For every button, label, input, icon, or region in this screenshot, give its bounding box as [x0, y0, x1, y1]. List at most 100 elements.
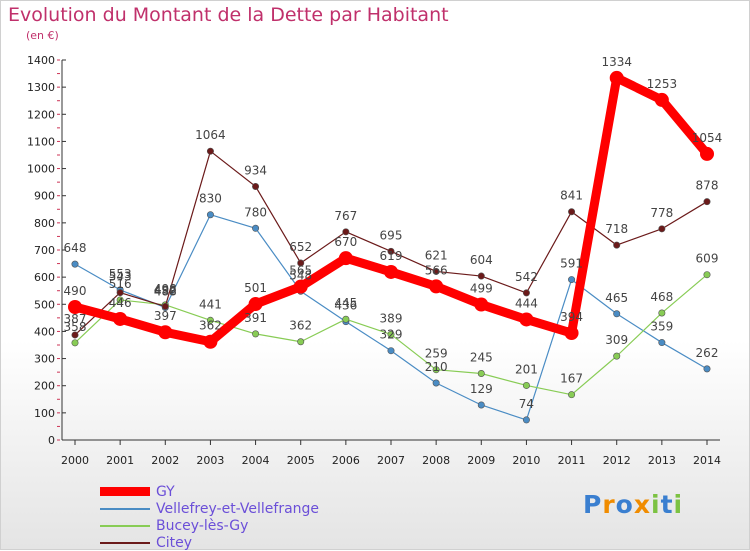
series-citey — [71, 147, 711, 339]
data-point-vellefrey-et-vellefrange — [658, 339, 666, 347]
legend-label: Vellefrey-et-Vellefrange — [156, 500, 320, 517]
x-tick-label: 2014 — [693, 454, 721, 467]
logo-letter: o — [615, 490, 634, 519]
legend-swatch — [100, 541, 150, 544]
chart-title: Evolution du Montant de la Dette par Hab… — [8, 4, 449, 26]
x-tick-label: 2009 — [467, 454, 495, 467]
data-label-gy: 397 — [154, 309, 177, 323]
data-point-bucey-l-s-gy — [342, 315, 350, 323]
data-label-vellefrey-et-vellefrange: 465 — [605, 291, 628, 305]
legend-item-gy: GY — [100, 483, 319, 500]
legend-swatch — [100, 487, 150, 496]
data-label-vellefrey-et-vellefrange: 648 — [64, 241, 87, 255]
y-tick-label: 0 — [48, 434, 55, 447]
legend-item-citey: Citey — [100, 534, 319, 551]
data-label-citey: 387 — [64, 312, 87, 326]
y-tick-label: 300 — [34, 353, 55, 366]
data-label-citey: 542 — [515, 270, 538, 284]
series-layer — [68, 70, 714, 424]
y-tick-label: 400 — [34, 325, 55, 338]
data-point-citey — [387, 247, 395, 255]
data-label-vellefrey-et-vellefrange: 830 — [199, 192, 222, 206]
data-label-citey: 778 — [650, 206, 673, 220]
data-point-bucey-l-s-gy — [613, 352, 621, 360]
chart-unit-label: (en €) — [26, 29, 59, 42]
data-point-gy — [519, 312, 534, 327]
data-point-bucey-l-s-gy — [568, 391, 576, 399]
data-label-citey: 718 — [605, 222, 628, 236]
data-label-gy: 444 — [515, 296, 538, 310]
data-label-bucey-l-s-gy: 498 — [154, 282, 177, 296]
y-tick-label: 500 — [34, 298, 55, 311]
legend-label: GY — [156, 483, 175, 500]
logo-letter: r — [602, 490, 616, 519]
legend-item-vellefrey-et-vellefrange: Vellefrey-et-Vellefrange — [100, 500, 319, 517]
x-tick-label: 2002 — [151, 454, 179, 467]
data-point-gy — [564, 326, 579, 341]
data-label-vellefrey-et-vellefrange: 262 — [696, 346, 719, 360]
data-label-bucey-l-s-gy: 468 — [650, 290, 673, 304]
data-point-citey — [613, 241, 621, 249]
data-label-vellefrey-et-vellefrange: 359 — [650, 320, 673, 334]
data-label-vellefrey-et-vellefrange: 548 — [289, 268, 312, 282]
data-point-citey — [568, 208, 576, 216]
data-point-citey — [206, 147, 214, 155]
data-label-bucey-l-s-gy: 609 — [696, 252, 719, 266]
data-label-bucey-l-s-gy: 441 — [199, 297, 222, 311]
x-tick-label: 2006 — [332, 454, 360, 467]
data-point-citey — [658, 225, 666, 233]
data-label-bucey-l-s-gy: 358 — [64, 320, 87, 334]
data-point-gy — [113, 311, 128, 326]
proxiti-logo: Proxiti — [583, 490, 683, 519]
x-tick-label: 2003 — [196, 454, 224, 467]
data-point-bucey-l-s-gy — [477, 369, 485, 377]
data-point-bucey-l-s-gy — [703, 271, 711, 279]
data-label-citey: 621 — [425, 248, 448, 262]
data-label-gy: 394 — [560, 310, 583, 324]
data-point-gy — [474, 297, 489, 312]
data-point-bucey-l-s-gy — [658, 309, 666, 317]
data-label-vellefrey-et-vellefrange: 210 — [425, 360, 448, 374]
data-label-citey: 934 — [244, 163, 267, 177]
x-tick-label: 2011 — [558, 454, 586, 467]
data-label-gy: 619 — [380, 249, 403, 263]
data-label-bucey-l-s-gy: 201 — [515, 362, 538, 376]
data-point-gy — [654, 92, 669, 107]
logo-letter: x — [633, 490, 651, 519]
legend-label: Bucey-lès-Gy — [156, 517, 249, 534]
data-label-bucey-l-s-gy: 391 — [244, 311, 267, 325]
data-label-bucey-l-s-gy: 445 — [334, 296, 357, 310]
y-tick-label: 600 — [34, 271, 55, 284]
logo-letter: i — [673, 490, 684, 519]
series-line-citey — [74, 150, 708, 336]
x-tick-label: 2000 — [61, 454, 89, 467]
data-point-gy — [293, 279, 308, 294]
data-label-bucey-l-s-gy: 259 — [425, 347, 448, 361]
data-point-citey — [297, 259, 305, 267]
data-point-bucey-l-s-gy — [252, 330, 260, 338]
data-point-vellefrey-et-vellefrange — [252, 224, 260, 232]
data-label-citey: 878 — [696, 179, 719, 193]
data-label-vellefrey-et-vellefrange: 488 — [154, 285, 177, 299]
data-label-citey: 604 — [470, 253, 493, 267]
data-label-vellefrey-et-vellefrange: 329 — [380, 328, 403, 342]
data-point-bucey-l-s-gy — [297, 338, 305, 346]
data-point-vellefrey-et-vellefrange — [477, 401, 485, 409]
data-point-gy — [429, 279, 444, 294]
y-tick-label: 1300 — [27, 81, 55, 94]
data-label-gy: 565 — [289, 264, 312, 278]
data-label-citey: 652 — [289, 240, 312, 254]
x-tick-label: 2008 — [422, 454, 450, 467]
data-point-citey — [161, 302, 169, 310]
data-label-bucey-l-s-gy: 516 — [109, 277, 132, 291]
data-point-gy — [338, 251, 353, 266]
data-label-gy: 490 — [64, 284, 87, 298]
y-tick-label: 800 — [34, 217, 55, 230]
data-point-vellefrey-et-vellefrange — [613, 310, 621, 318]
data-label-gy: 1054 — [692, 131, 723, 145]
data-label-vellefrey-et-vellefrange: 129 — [470, 382, 493, 396]
x-tick-label: 2013 — [648, 454, 676, 467]
data-label-citey: 492 — [154, 283, 177, 297]
